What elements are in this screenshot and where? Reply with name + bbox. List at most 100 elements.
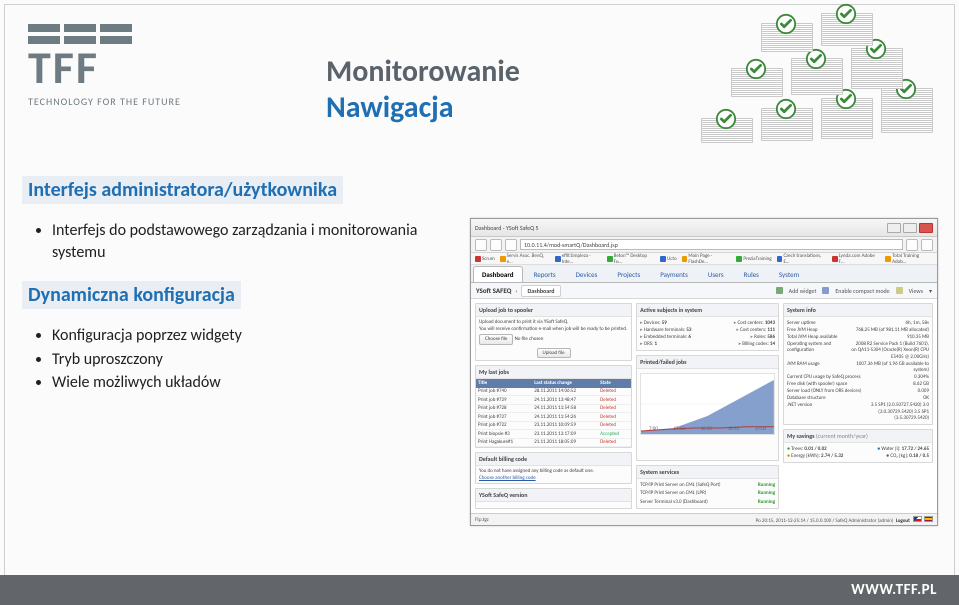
tab-rules[interactable]: Rules xyxy=(735,266,768,282)
close-button[interactable] xyxy=(919,223,933,233)
subjects-title: Active subjects in system xyxy=(637,304,778,317)
service-row: Server Terminal v3.0 (Dashboard)Running xyxy=(640,498,775,507)
billing-title: Default billing code xyxy=(476,453,631,466)
savings-row: ● Energy [kWh]: 2.74 / 5.32● CO₂ [kg]: 0… xyxy=(787,453,929,460)
subject-row: Hardware terminals: 53Cost centers: 111 xyxy=(640,327,775,334)
table-row[interactable]: Print job #72824.11.2011 11:54:58Deleted xyxy=(476,404,631,413)
savings-panel: My savings (current month/year) ● Trees:… xyxy=(783,429,933,463)
paper-stacks-graphic xyxy=(691,18,931,188)
bookmark-item[interactable]: Total Training Adob… xyxy=(885,253,933,265)
subjects-panel: Active subjects in system Devices: 59Cos… xyxy=(636,303,779,351)
tab-system[interactable]: System xyxy=(770,266,808,282)
bookmark-star-icon[interactable] xyxy=(906,239,918,251)
table-row[interactable]: Print job #72223.11.2011 10:09:59Deleted xyxy=(476,421,631,430)
chart-title: Printed/failed jobs xyxy=(637,356,778,369)
main-tabs: DashboardReportsDevicesProjectsPaymentsU… xyxy=(471,265,937,283)
jobs-title: My last jobs xyxy=(476,366,631,379)
tab-reports[interactable]: Reports xyxy=(525,266,565,282)
minimize-button[interactable] xyxy=(887,223,901,233)
jobs-chart: 7:0017:5018:0018:5019:00 xyxy=(640,373,775,435)
tab-projects[interactable]: Projects xyxy=(608,266,649,282)
wrench-icon[interactable] xyxy=(921,239,933,251)
subject-row: Devices: 59Cost centers: 1043 xyxy=(640,320,775,327)
upload-desc2: You will receive confirmation e-mail whe… xyxy=(479,326,628,333)
sysinfo-title: System info xyxy=(784,304,932,317)
chart-panel: Printed/failed jobs Number of jobs 7:001… xyxy=(636,355,779,461)
forward-button[interactable] xyxy=(490,239,502,251)
services-title: System services xyxy=(637,466,778,479)
sysinfo-row: Operating system and configuration2008 R… xyxy=(787,341,929,361)
sysinfo-row: Server load (ONLY from ORS devices)0.009 xyxy=(787,388,929,395)
sysinfo-row: Current CPU usage by SafeQ process0.304% xyxy=(787,374,929,381)
service-row: TCP/IP Print Server on CML (SafeQ Port)R… xyxy=(640,481,775,490)
billing-link[interactable]: Choose another billing code xyxy=(479,475,628,482)
compact-mode-link[interactable]: Enable compact mode xyxy=(835,287,889,295)
no-file-label: No file chosen xyxy=(515,336,544,342)
views-link[interactable]: Views xyxy=(909,287,923,295)
sysinfo-row: Server uptime6h, 1m, 58s xyxy=(787,320,929,327)
tff-logo: TFF TECHNOLOGY FOR THE FUTURE xyxy=(28,24,228,108)
bookmark-item[interactable]: Czech translations, E… xyxy=(777,253,827,265)
upload-file-button[interactable]: Upload file xyxy=(537,348,571,359)
table-row[interactable]: Print Hagakure#121.11.2011 18:05:09Delet… xyxy=(476,438,631,447)
tab-users[interactable]: Users xyxy=(699,266,733,282)
table-row[interactable]: Print job #72724.11.2011 11:54:26Deleted xyxy=(476,413,631,422)
sysinfo-row: .NET version3.5 SP1 (2.0.50727.5420) 3.0… xyxy=(787,402,929,422)
sub-toolbar: YSoft SAFEQ › Dashboard Add widget Enabl… xyxy=(471,283,937,299)
maximize-button[interactable] xyxy=(903,223,917,233)
sysinfo-row: Free JVM Heap768.25 MB (of 981.11 MB all… xyxy=(787,327,929,334)
bookmark-item[interactable]: Scrum xyxy=(475,256,495,262)
bookmark-item[interactable]: Ucto xyxy=(660,256,677,262)
product-logo: YSoft SAFEQ xyxy=(476,286,511,295)
window-title: Dashboard - YSoft SafeQ 5 xyxy=(475,224,539,232)
reload-button[interactable] xyxy=(505,239,517,251)
address-bar: 10.0.11.4/mod-smartQ/Dashboard.jsp xyxy=(471,237,937,253)
breadcrumb: Dashboard xyxy=(521,285,560,297)
bookmark-item[interactable]: PreziaTraining xyxy=(736,256,771,262)
title-line1: Monitorowanie xyxy=(326,54,520,90)
logo-tagline: TECHNOLOGY FOR THE FUTURE xyxy=(28,95,228,108)
bullet-1: Interfejs do podstawowego zarządzania i … xyxy=(52,220,422,263)
bookmark-item[interactable]: effit1impleza - Inte… xyxy=(555,253,602,265)
views-icon[interactable] xyxy=(896,287,903,294)
compact-mode-icon[interactable] xyxy=(822,287,829,294)
bookmark-item[interactable]: Lynda.com Adobe F… xyxy=(832,253,880,265)
back-button[interactable] xyxy=(475,239,487,251)
billing-panel: Default billing code You do not have ass… xyxy=(475,452,632,484)
bullet-2a: Konfiguracja poprzez widgety xyxy=(52,325,422,347)
table-row[interactable]: Print job #72924.11.2011 13:48:47Deleted xyxy=(476,396,631,405)
service-row: TCP/IP Print Server on CML (LPR)Running xyxy=(640,489,775,498)
logo-letters: TFF xyxy=(28,48,228,89)
add-widget-icon[interactable] xyxy=(776,287,783,294)
bookmark-item[interactable]: Servis Asoc. BenQ, e… xyxy=(500,253,550,265)
subject-row: Embedded terminals: 6Roles: 586 xyxy=(640,334,775,341)
table-row[interactable]: Print biopsie #323.11.2011 13:17:09Accep… xyxy=(476,430,631,439)
footer-bar: WWW.TFF.PL xyxy=(0,575,959,605)
tab-dashboard[interactable]: Dashboard xyxy=(473,266,523,282)
services-panel: System services TCP/IP Print Server on C… xyxy=(636,465,779,510)
tab-payments[interactable]: Payments xyxy=(651,266,697,282)
status-left: Ftp.tgz xyxy=(475,517,489,523)
section-heading-2: Dynamiczna konfiguracja xyxy=(22,281,241,309)
section-heading-1: Interfejs administratora/użytkownika xyxy=(22,176,343,204)
url-input[interactable]: 10.0.11.4/mod-smartQ/Dashboard.jsp xyxy=(520,239,903,250)
choose-file-button[interactable]: Choose file xyxy=(479,334,513,345)
add-widget-link[interactable]: Add widget xyxy=(789,287,817,295)
jobs-panel: My last jobs TitleLast status changeStat… xyxy=(475,365,632,448)
slide-title: Monitorowanie Nawigacja xyxy=(326,54,520,126)
bullet-2c: Wiele możliwych układów xyxy=(52,372,422,394)
language-flags[interactable] xyxy=(911,518,933,524)
bookmark-item[interactable]: Main Page - FlashDe… xyxy=(682,253,732,265)
sysinfo-panel: System info Server uptime6h, 1m, 58sFree… xyxy=(783,303,933,425)
sysinfo-row: Database structureOK xyxy=(787,395,929,402)
title-line2: Nawigacja xyxy=(326,90,520,126)
footer-url: WWW.TFF.PL xyxy=(851,581,937,599)
version-title: YSoft SafeQ version xyxy=(476,489,631,502)
slide-body: Interfejs administratora/użytkownika Int… xyxy=(22,176,422,412)
bookmark-item[interactable]: Beton™ Desktop Fo… xyxy=(607,253,655,265)
logout-link[interactable]: Logout xyxy=(896,518,910,524)
subject-row: ORS: 1Billing codes: 14 xyxy=(640,341,775,348)
table-row[interactable]: Print job #74028.11.2011 14:06:52Deleted xyxy=(476,388,631,396)
upload-title: Upload job to spooler xyxy=(476,304,631,317)
tab-devices[interactable]: Devices xyxy=(567,266,607,282)
